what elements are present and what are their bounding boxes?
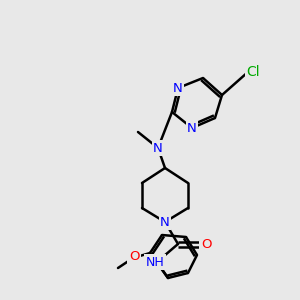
Text: O: O — [129, 250, 139, 263]
Text: NH: NH — [146, 256, 164, 268]
Text: O: O — [201, 238, 211, 250]
Text: N: N — [173, 82, 183, 94]
Text: N: N — [153, 142, 163, 154]
Text: Cl: Cl — [246, 65, 260, 79]
Text: N: N — [187, 122, 197, 134]
Text: N: N — [160, 215, 170, 229]
